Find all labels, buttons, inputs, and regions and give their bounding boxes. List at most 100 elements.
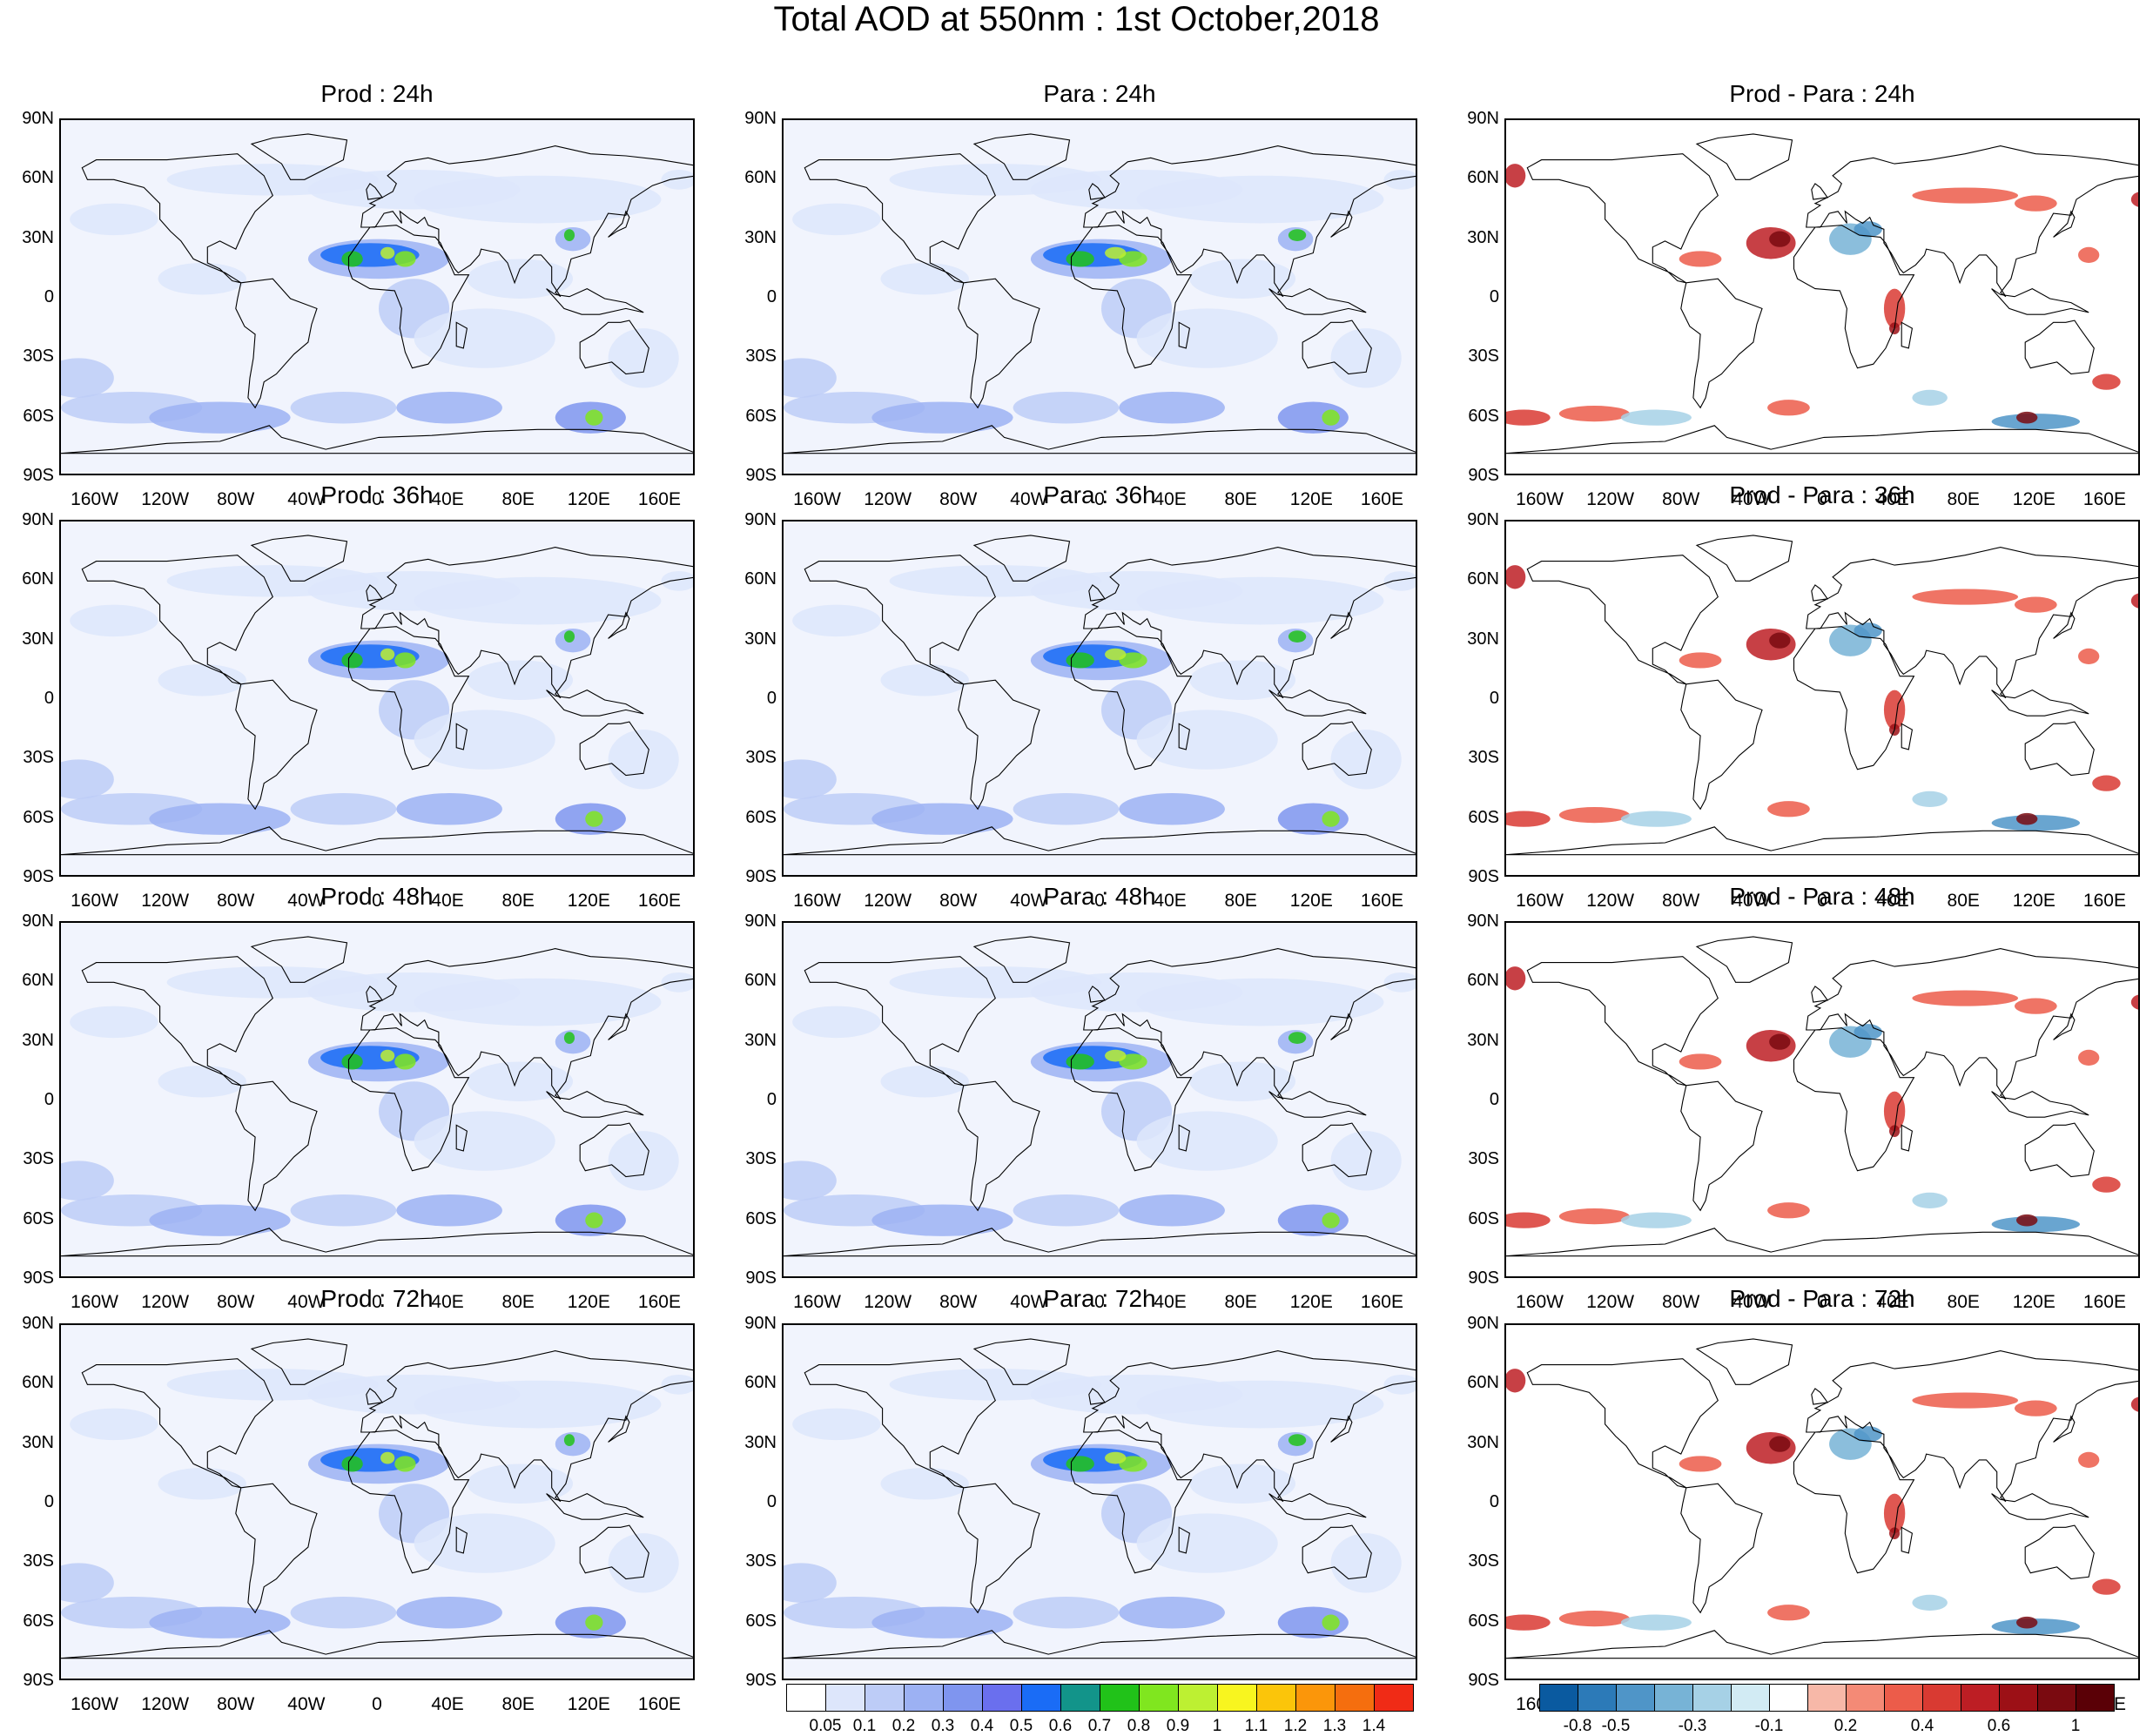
map-graphic	[1506, 535, 2138, 856]
coastline-south-america	[1680, 679, 1763, 811]
coastline-eurasia	[1083, 1350, 1416, 1503]
difference-field-patch	[1558, 1208, 1630, 1225]
aod-field-patch	[1322, 811, 1340, 827]
difference-field-patch	[1767, 801, 1810, 818]
aod-field-patch	[585, 1614, 603, 1631]
coastline-japan	[1330, 210, 1353, 238]
lat-tick-label: 60N	[744, 1373, 777, 1393]
aod-field-patch	[585, 409, 603, 426]
difference-field-patch	[2092, 1176, 2121, 1193]
colorbar-swatch	[904, 1684, 944, 1712]
lat-tick-label: 90S	[745, 1268, 777, 1288]
lat-tick-label: 60S	[745, 406, 777, 426]
aod-field-patch	[608, 1131, 679, 1191]
lat-tick-label: 90N	[744, 109, 777, 128]
lon-tick-label: 80E	[1947, 1292, 1980, 1312]
coastline-africa	[1793, 1027, 1915, 1172]
aod-field-patch	[1119, 1597, 1225, 1629]
aod-colorbar-tick-label: 1.1	[1244, 1717, 1268, 1735]
coastline-south-america	[235, 1483, 318, 1614]
lat-tick-label: 60S	[745, 807, 777, 827]
aod-colorbar-tick-label: 1.4	[1362, 1717, 1386, 1735]
lat-tick-label: 90N	[22, 1314, 54, 1333]
coastline-south-america	[1680, 1483, 1763, 1614]
map-plot-area	[782, 1323, 1417, 1680]
coastline-north-america	[804, 153, 996, 284]
difference-field-patch	[1991, 1618, 2081, 1635]
coastline-japan	[2053, 210, 2076, 238]
coastline-uk	[1811, 1388, 1829, 1405]
diff-colorbar-tick-label: -0.3	[1678, 1717, 1707, 1735]
coastline-indonesia	[546, 1090, 644, 1118]
aod-colorbar-tick-label: 0.2	[891, 1717, 916, 1735]
difference-field-patch	[1769, 1033, 1791, 1050]
aod-field-patch	[1119, 1194, 1225, 1227]
panel-title: Prod : 36h	[320, 481, 434, 508]
difference-field-patch	[1506, 1369, 1526, 1393]
aod-colorbar-tick-label: 1	[1212, 1717, 1222, 1735]
aod-field-patch	[1136, 1380, 1384, 1429]
coastline-eurasia	[360, 1350, 693, 1503]
map-plot-area	[59, 520, 695, 877]
aod-field-patch	[61, 1161, 114, 1201]
difference-field-patch	[2130, 1396, 2138, 1412]
difference-field-patch	[2015, 195, 2057, 212]
lat-tick-label: 30N	[22, 1030, 54, 1050]
lat-tick-label: 60N	[744, 168, 777, 188]
difference-field-patch	[2016, 411, 2038, 424]
colorbar-swatch	[786, 1684, 826, 1712]
lon-tick-label: 0	[372, 1292, 382, 1312]
lon-tick-label: 0	[372, 1694, 382, 1714]
lat-tick-label: 30S	[23, 1551, 54, 1571]
difference-field-patch	[1991, 414, 2081, 430]
map-graphic	[1506, 133, 2138, 454]
lon-tick-label: 160W	[793, 489, 841, 509]
aod-field-patch	[792, 1006, 881, 1039]
difference-field-patch	[2078, 246, 2100, 263]
coastline-north-america	[1526, 1358, 1719, 1489]
coastline-south-america	[1680, 278, 1763, 409]
aod-field-patch	[1105, 1451, 1127, 1464]
coastline-australia	[579, 320, 649, 375]
aod-field-patch	[1119, 652, 1147, 669]
difference-field-patch	[1620, 409, 1692, 426]
panel-title: Para : 48h	[1043, 883, 1156, 910]
colorbar-swatch	[1769, 1684, 1808, 1712]
aod-field-patch	[608, 730, 679, 790]
coastline-africa	[1070, 626, 1193, 770]
coastline-australia	[2024, 1524, 2095, 1580]
coastline-antarctica	[61, 425, 693, 454]
aod-field-patch	[880, 664, 969, 696]
aod-field-patch	[396, 1597, 502, 1629]
aod-field-patch	[158, 1066, 246, 1098]
colorbar-swatch	[1335, 1684, 1375, 1712]
lon-tick-label: 80W	[939, 489, 978, 509]
lat-tick-label: 60S	[23, 406, 54, 426]
lon-tick-label: 80W	[217, 1292, 255, 1312]
coastline-greenland	[250, 936, 348, 983]
lat-tick-label: 60S	[745, 1611, 777, 1631]
lat-tick-label: 90N	[22, 510, 54, 529]
aod-field-patch	[1119, 1456, 1147, 1472]
colorbar-swatch	[1616, 1684, 1655, 1712]
aod-field-patch	[380, 1451, 395, 1464]
lon-tick-label: 40E	[431, 489, 464, 509]
lon-tick-label: 120W	[1586, 1292, 1635, 1312]
lon-tick-label: 160W	[1516, 1292, 1564, 1312]
aod-field-patch	[784, 1563, 837, 1603]
lon-tick-label: 80W	[939, 891, 978, 911]
lat-tick-label: 30S	[1468, 748, 1499, 768]
lon-tick-label: 80W	[217, 1694, 255, 1714]
aod-field-patch	[158, 263, 246, 295]
aod-field-patch	[1383, 570, 1416, 591]
lon-tick-label: 160W	[71, 489, 118, 509]
colorbar-swatch	[865, 1684, 905, 1712]
lon-tick-label: 40E	[431, 1292, 464, 1312]
coastline-indonesia	[1991, 689, 2089, 717]
coastline-antarctica	[61, 1630, 693, 1659]
lat-tick-label: 0	[766, 287, 777, 306]
colorbar-swatch	[2037, 1684, 2076, 1712]
colorbar-swatch	[1731, 1684, 1770, 1712]
aod-colorbar-tick-label: 0.3	[931, 1717, 955, 1735]
lon-tick-label: 40E	[1876, 891, 1909, 911]
